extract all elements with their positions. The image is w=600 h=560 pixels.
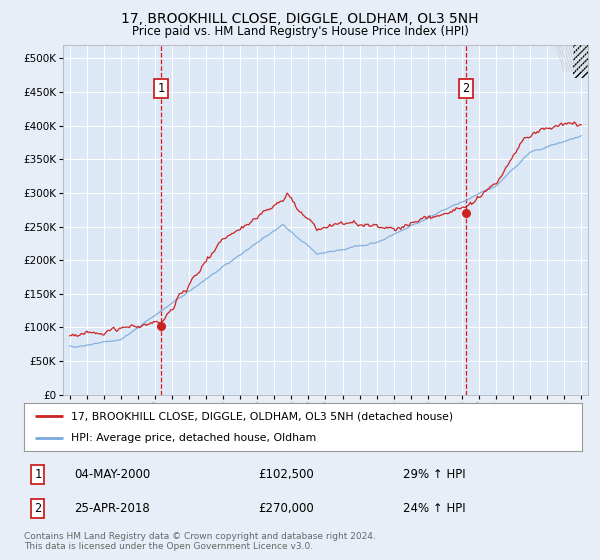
Text: 17, BROOKHILL CLOSE, DIGGLE, OLDHAM, OL3 5NH: 17, BROOKHILL CLOSE, DIGGLE, OLDHAM, OL3… — [121, 12, 479, 26]
Text: 2: 2 — [34, 502, 41, 515]
Text: 1: 1 — [34, 468, 41, 481]
Bar — [572, 45, 598, 78]
Text: Price paid vs. HM Land Registry's House Price Index (HPI): Price paid vs. HM Land Registry's House … — [131, 25, 469, 38]
Text: 24% ↑ HPI: 24% ↑ HPI — [403, 502, 466, 515]
Text: 29% ↑ HPI: 29% ↑ HPI — [403, 468, 466, 481]
Text: Contains HM Land Registry data © Crown copyright and database right 2024.
This d: Contains HM Land Registry data © Crown c… — [24, 532, 376, 552]
Text: 04-MAY-2000: 04-MAY-2000 — [74, 468, 151, 481]
Text: HPI: Average price, detached house, Oldham: HPI: Average price, detached house, Oldh… — [71, 433, 317, 443]
Text: 17, BROOKHILL CLOSE, DIGGLE, OLDHAM, OL3 5NH (detached house): 17, BROOKHILL CLOSE, DIGGLE, OLDHAM, OL3… — [71, 411, 454, 421]
Text: 25-APR-2018: 25-APR-2018 — [74, 502, 150, 515]
Text: 1: 1 — [157, 82, 164, 95]
Text: £270,000: £270,000 — [259, 502, 314, 515]
Text: 2: 2 — [463, 82, 470, 95]
Text: £102,500: £102,500 — [259, 468, 314, 481]
